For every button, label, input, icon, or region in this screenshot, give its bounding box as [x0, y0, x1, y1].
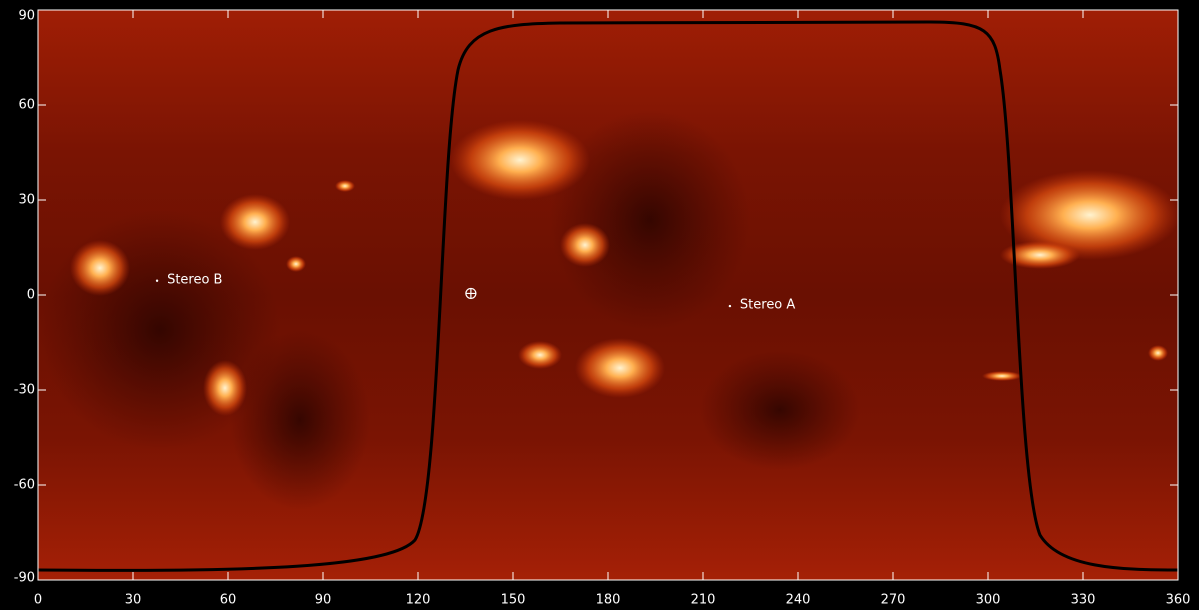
y-tick-label: 90	[18, 9, 35, 24]
limb-boundary	[38, 20, 1178, 572]
x-tick-label: 150	[501, 593, 526, 608]
spacecraft-label: Stereo B	[167, 272, 222, 287]
x-tick-label: 360	[1166, 593, 1191, 608]
x-tick-label: 120	[406, 593, 431, 608]
y-tick-label: -30	[14, 383, 35, 398]
y-tick-label: -90	[14, 571, 35, 586]
spacecraft-label: Stereo A	[740, 298, 795, 313]
earth-cross	[465, 288, 476, 299]
x-tick-label: 0	[34, 593, 42, 608]
x-tick-label: 210	[691, 593, 716, 608]
x-tick-label: 180	[596, 593, 621, 608]
y-tick-label: 0	[27, 288, 35, 303]
x-tick-label: 90	[315, 593, 332, 608]
y-tick-label: 60	[18, 98, 35, 113]
x-tick-label: 240	[786, 593, 811, 608]
y-tick-label: -60	[14, 478, 35, 493]
x-tick-label: 300	[976, 593, 1001, 608]
spacecraft-marker	[155, 279, 159, 282]
y-tick-label: 30	[18, 193, 35, 208]
spacecraft-marker	[728, 304, 732, 308]
x-tick-label: 270	[881, 593, 906, 608]
solar-image	[38, 10, 1178, 580]
x-tick-label: 330	[1071, 593, 1096, 608]
x-tick-label: 30	[125, 593, 142, 608]
x-tick-label: 60	[220, 593, 237, 608]
